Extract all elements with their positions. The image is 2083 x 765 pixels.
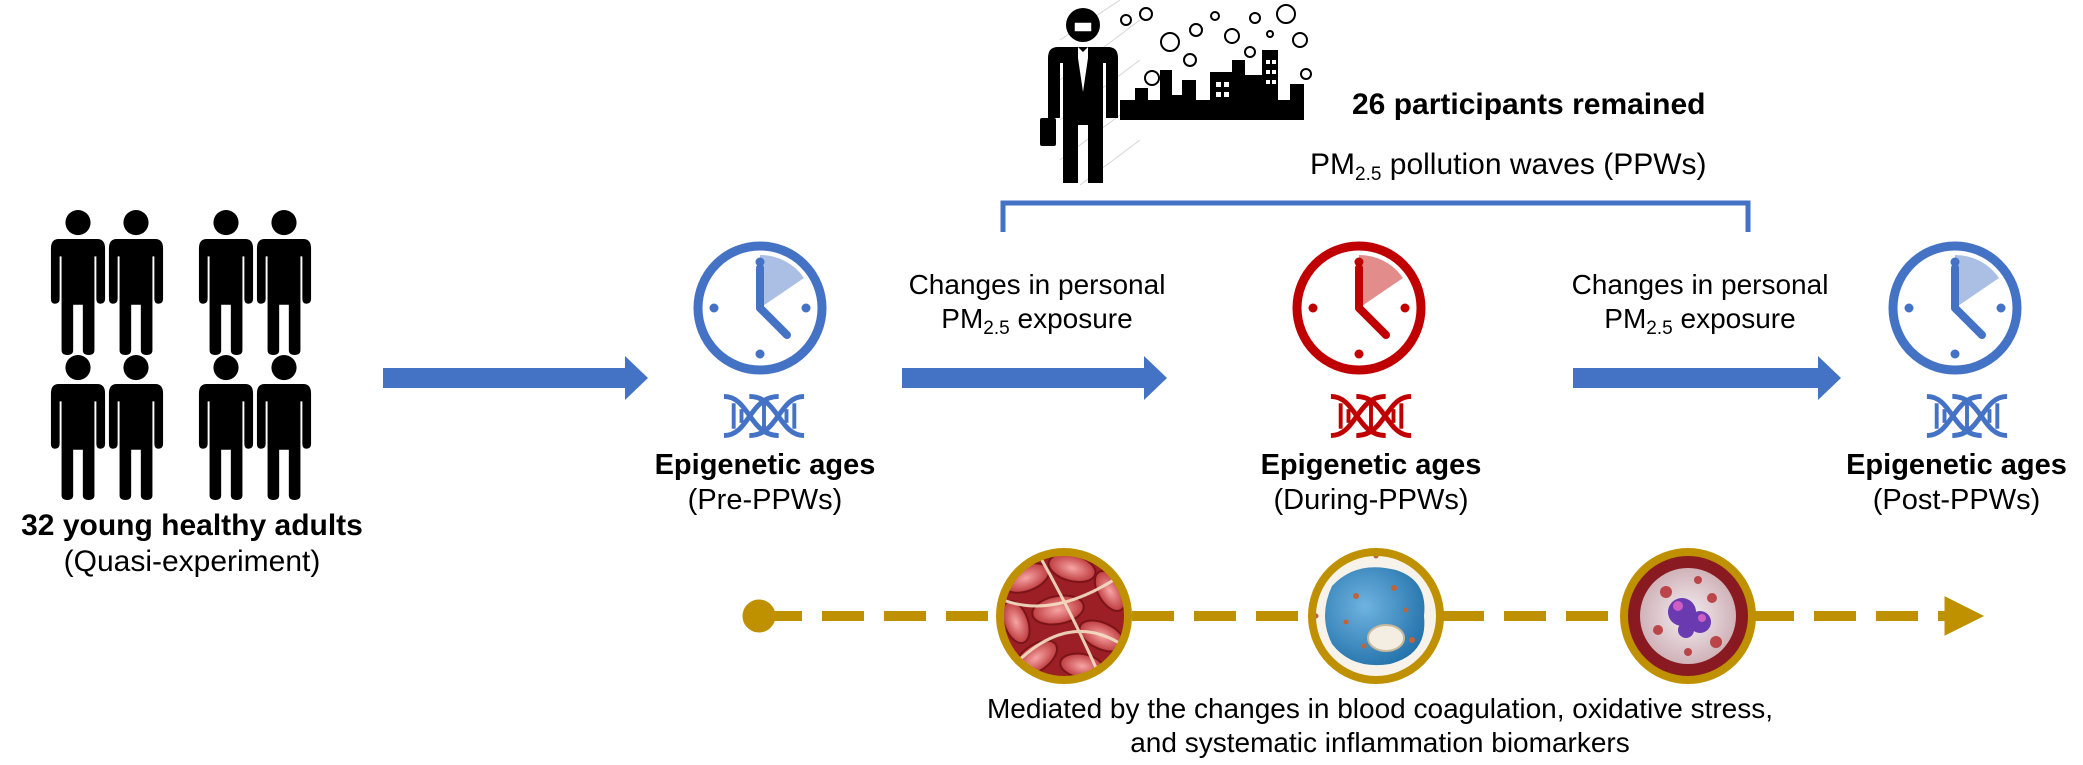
exposure-period-bracket xyxy=(1000,200,1751,232)
smoke-icon xyxy=(1120,4,1312,86)
dna-icon xyxy=(724,396,804,435)
inflammation-cell-icon xyxy=(1620,548,1756,684)
progress-arrow xyxy=(1573,356,1841,400)
stage-label-during: Epigenetic ages (During-PPWs) xyxy=(1260,449,1482,516)
dna-icon xyxy=(1927,396,2007,435)
clock-icon xyxy=(1893,246,2017,370)
city-skyline-icon xyxy=(1120,50,1304,120)
transition-label-1: Changes in personal PM2.5 exposure xyxy=(908,269,1166,339)
mediators-label: Mediated by the changes in blood coagula… xyxy=(986,693,1774,758)
stage-label-pre: Epigenetic ages (Pre-PPWs) xyxy=(654,449,876,516)
commuter-icon xyxy=(1040,8,1118,183)
people-group-icon xyxy=(50,210,312,500)
oxidative-stress-cell-icon xyxy=(1308,548,1444,684)
pollution-waves-label: PM2.5 pollution waves (PPWs) xyxy=(1310,148,1707,185)
timeline-arrowhead xyxy=(1944,596,1985,636)
dna-icon xyxy=(1331,396,1411,435)
stage-label-post: Epigenetic ages (Post-PPWs) xyxy=(1846,449,2067,516)
participants-remained-label: 26 participants remained xyxy=(1352,88,1706,121)
polluted-city-commuter-icon xyxy=(1040,0,1312,186)
transition-label-2: Changes in personal PM2.5 exposure xyxy=(1571,269,1829,339)
progress-arrow xyxy=(902,356,1167,400)
blood-coagulation-icon xyxy=(996,548,1132,684)
clock-icon xyxy=(1297,246,1421,370)
cohort-label: 32 young healthy adults (Quasi-experimen… xyxy=(21,509,363,578)
progress-arrow xyxy=(383,356,648,400)
clock-icon xyxy=(698,246,822,370)
